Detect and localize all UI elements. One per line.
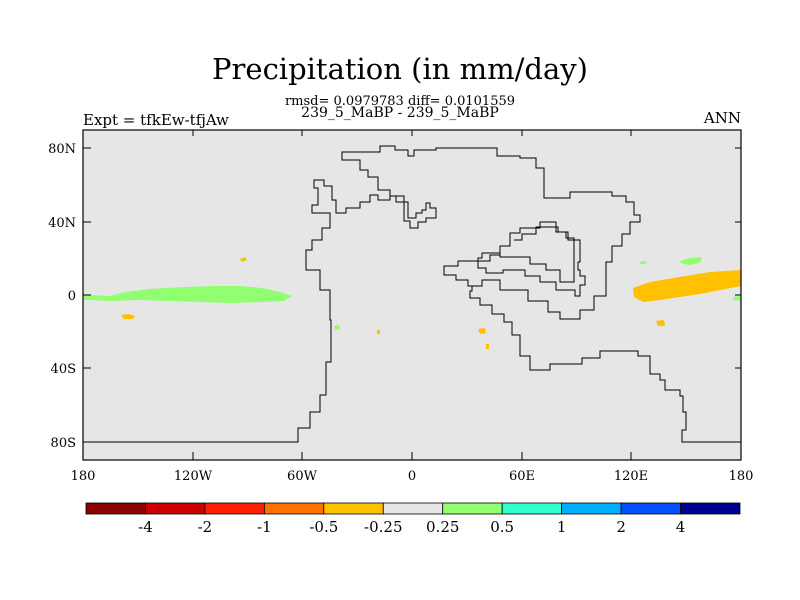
colorbar-swatch xyxy=(680,502,741,515)
colorbar: -4 -2 -1 -0.5 -0.25 0.25 0.5 1 2 4 xyxy=(85,502,741,536)
map-panel: 180 120W 60W 0 60E 120E 180 80N 40N 0 40… xyxy=(48,129,754,484)
anomaly-patch-orange-2 xyxy=(240,257,247,262)
anomaly-patch-orange-1 xyxy=(121,314,135,319)
y-tick-label: 40N xyxy=(48,216,76,231)
anomaly-patch-green-small xyxy=(334,325,340,330)
colorbar-swatch xyxy=(85,502,146,515)
y-tick-marks xyxy=(83,147,741,443)
colorbar-label: 4 xyxy=(676,518,686,536)
x-tick-label: 120W xyxy=(174,469,213,484)
y-tick-label: 0 xyxy=(68,289,76,304)
landmass-outline-main xyxy=(83,145,741,443)
x-tick-label: 180 xyxy=(71,469,96,484)
anomaly-patch-green-pacific xyxy=(83,286,292,303)
y-tick-labels: 80N 40N 0 40S 80S xyxy=(48,142,76,451)
anomaly-patch-green-east-small xyxy=(640,261,646,264)
stats-line: rmsd= 0.0979783 diff= 0.0101559 xyxy=(284,94,516,109)
anomaly-patch-green-edge xyxy=(733,296,741,301)
y-tick-label: 80N xyxy=(48,142,76,157)
x-tick-label: 120E xyxy=(614,469,648,484)
colorbar-swatch xyxy=(204,502,265,515)
anomaly-patch-green-east xyxy=(678,257,702,265)
colorbar-label: 0.25 xyxy=(426,518,459,536)
colorbar-swatch xyxy=(442,502,503,515)
colorbar-label: -0.25 xyxy=(364,518,402,536)
colorbar-swatch xyxy=(382,502,444,515)
colorbar-label: -0.5 xyxy=(309,518,338,536)
anomaly-patch-orange-6 xyxy=(656,320,665,326)
x-tick-label: 60E xyxy=(509,469,535,484)
x-tick-label: 60W xyxy=(287,469,318,484)
x-tick-label: 180 xyxy=(729,469,754,484)
y-tick-label: 40S xyxy=(51,362,76,377)
colorbar-swatch xyxy=(501,502,563,515)
colorbar-label: 2 xyxy=(616,518,626,536)
colorbar-swatch xyxy=(145,502,206,515)
colorbar-label: 1 xyxy=(557,518,567,536)
landmass-outline-inner xyxy=(443,221,586,297)
page-title: Precipitation (in mm/day) xyxy=(212,52,588,86)
anomaly-patch-orange-3 xyxy=(377,330,380,334)
colorbar-swatch xyxy=(561,502,622,515)
colorbar-label: -2 xyxy=(198,518,213,536)
continent-outlines xyxy=(83,145,741,443)
anomaly-patches xyxy=(83,257,741,349)
colorbar-swatch xyxy=(620,502,681,515)
colorbar-label: -4 xyxy=(138,518,153,536)
season-label: ANN xyxy=(703,109,741,127)
anomaly-patch-orange-east xyxy=(633,270,741,302)
y-tick-label: 80S xyxy=(51,436,76,451)
colorbar-swatch xyxy=(323,502,384,515)
colorbar-label: -1 xyxy=(257,518,272,536)
colorbar-swatch xyxy=(263,502,325,515)
x-tick-label: 0 xyxy=(408,469,416,484)
experiment-label: Expt = tfkEw-tfjAw xyxy=(83,111,229,129)
anomaly-patch-orange-4 xyxy=(478,328,486,334)
x-tick-marks xyxy=(82,130,742,460)
x-tick-labels: 180 120W 60W 0 60E 120E 180 xyxy=(71,469,754,484)
subtitle: 239_5_MaBP - 239_5_MaBP xyxy=(301,105,499,121)
colorbar-label: 0.5 xyxy=(490,518,514,536)
anomaly-patch-orange-5 xyxy=(486,344,489,349)
